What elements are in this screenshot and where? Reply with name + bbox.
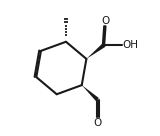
Text: O: O	[101, 16, 110, 26]
Polygon shape	[86, 43, 106, 59]
Text: O: O	[93, 118, 102, 128]
Text: OH: OH	[122, 40, 138, 50]
Polygon shape	[82, 85, 99, 101]
